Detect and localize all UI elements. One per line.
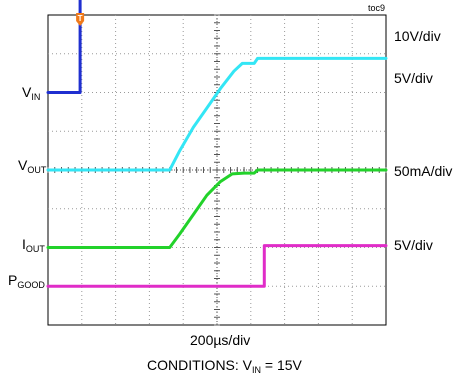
- pgood-scale-label: 5V/div: [394, 237, 433, 253]
- pgood-label: PGOOD: [8, 272, 45, 290]
- conditions-label: CONDITIONS: VIN = 15V: [147, 357, 302, 375]
- trigger-marker: T: [76, 13, 85, 26]
- trace-iout: [46, 168, 388, 249]
- traces: [46, 0, 388, 288]
- vin-label: VIN: [22, 84, 41, 102]
- vout-label: VOUT: [18, 157, 47, 175]
- time-scale-label: 200µs/div: [190, 332, 251, 348]
- vin-scale-label: 10V/div: [394, 28, 441, 44]
- trace-vin: [46, 0, 82, 94]
- vout-scale-label: 5V/div: [394, 70, 433, 86]
- iout-scale-label: 50mA/div: [394, 163, 453, 179]
- figure-tag: toc9: [368, 3, 386, 13]
- trace-vout: [46, 56, 388, 172]
- trace-pgood: [46, 244, 388, 288]
- trigger-marker-letter: T: [78, 14, 83, 23]
- trigger-marker-shape: [76, 13, 85, 26]
- iout-label: IOUT: [22, 236, 45, 254]
